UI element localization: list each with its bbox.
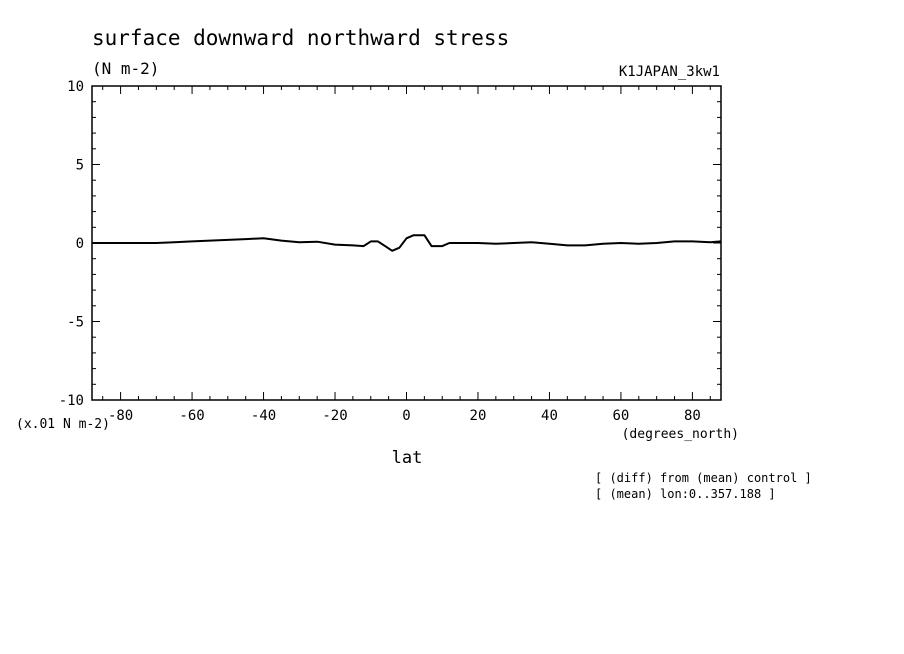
tick-marks bbox=[92, 85, 721, 401]
dataset-label: K1JAPAN_3kw1 bbox=[619, 64, 720, 80]
scale-note: (x.01 N m-2) bbox=[16, 417, 110, 432]
x-tick-label: 40 bbox=[541, 408, 558, 424]
x-tick-label: -80 bbox=[108, 408, 133, 424]
note-diff: [ (diff) from (mean) control ] bbox=[595, 471, 812, 485]
y-tick-label: 10 bbox=[67, 79, 84, 95]
x-axis-label: lat bbox=[392, 448, 423, 468]
x-tick-label: -60 bbox=[179, 408, 204, 424]
x-axis-units: (degrees_north) bbox=[622, 427, 739, 442]
series-layer bbox=[92, 234, 722, 252]
x-tick-label: 80 bbox=[684, 408, 701, 424]
x-tick-label: 20 bbox=[470, 408, 487, 424]
x-tick-label: -20 bbox=[322, 408, 347, 424]
series-line bbox=[92, 234, 722, 252]
x-tick-labels: -80 -60 -40 -20 0 20 40 60 80 bbox=[108, 408, 701, 424]
y-tick-label: -10 bbox=[59, 393, 84, 409]
y-tick-label: -5 bbox=[67, 315, 84, 331]
y-tick-label: 0 bbox=[76, 236, 84, 252]
chart-title: surface downward northward stress bbox=[92, 26, 509, 50]
chart-units: (N m-2) bbox=[92, 59, 159, 78]
note-mean: [ (mean) lon:0..357.188 ] bbox=[595, 487, 776, 501]
y-tick-labels: -10 -5 0 5 10 bbox=[59, 79, 84, 409]
x-tick-label: 0 bbox=[402, 408, 410, 424]
x-tick-label: -40 bbox=[251, 408, 276, 424]
y-tick-label: 5 bbox=[76, 158, 84, 174]
x-tick-label: 60 bbox=[613, 408, 630, 424]
